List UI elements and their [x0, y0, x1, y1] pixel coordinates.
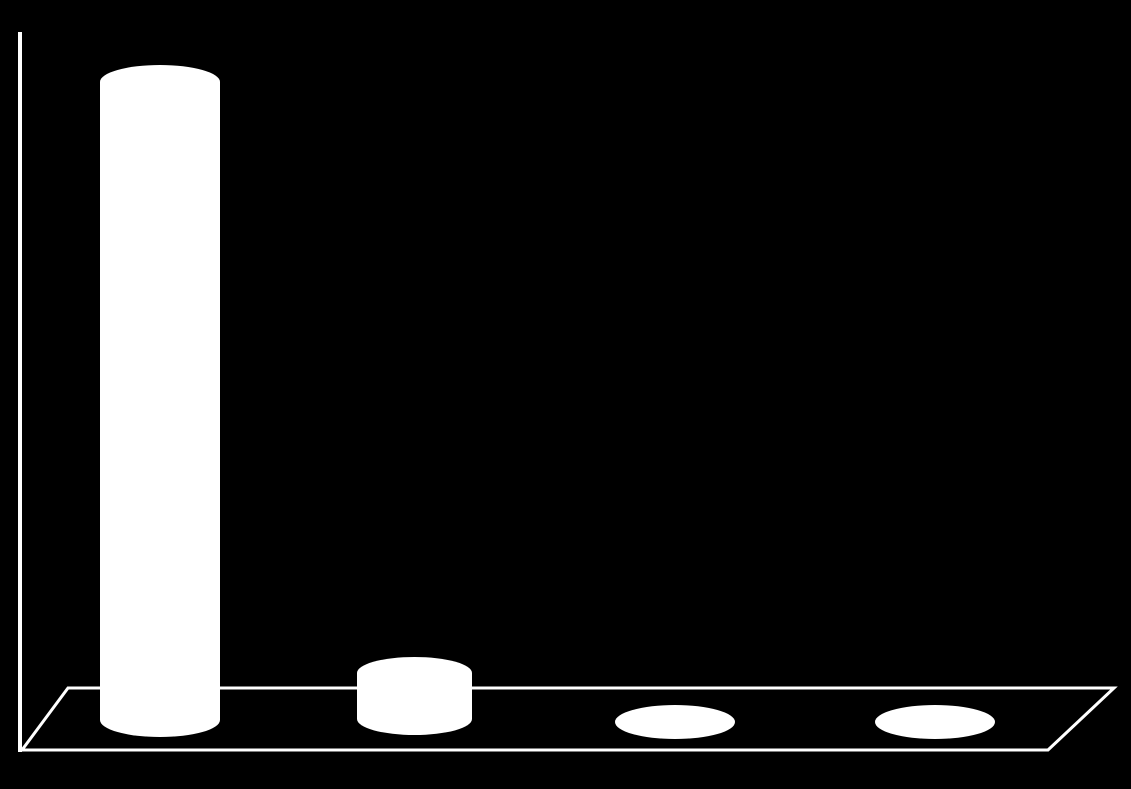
- bar-2-bottom-cap: [357, 703, 472, 735]
- bar-1-body: [100, 82, 220, 720]
- bar-1-bottom-cap: [100, 703, 220, 737]
- y-axis: [18, 32, 22, 752]
- bar-2: [357, 657, 472, 735]
- bar-3: [615, 705, 735, 739]
- bar-4: [875, 705, 995, 739]
- chart-canvas: [0, 0, 1131, 789]
- bar-1: [100, 65, 220, 737]
